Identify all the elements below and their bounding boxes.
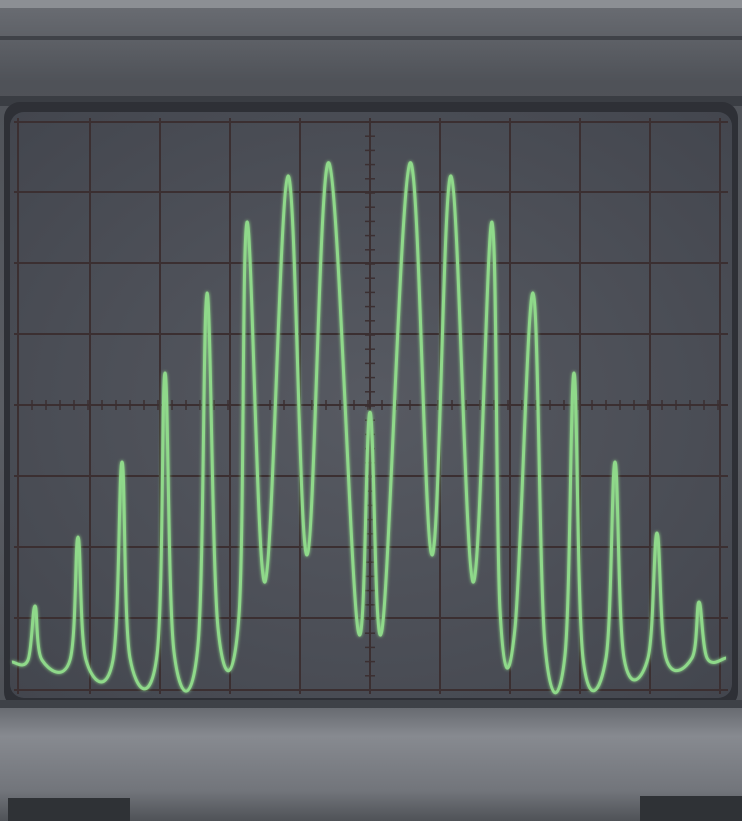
bezel-edge	[0, 0, 742, 8]
oscilloscope-photo	[0, 0, 742, 821]
button	[640, 796, 742, 821]
page: {} (() => { const NS = 'h	[0, 0, 742, 821]
button	[8, 798, 130, 821]
bezel-groove	[0, 36, 742, 40]
bezel-shadow	[0, 700, 742, 708]
